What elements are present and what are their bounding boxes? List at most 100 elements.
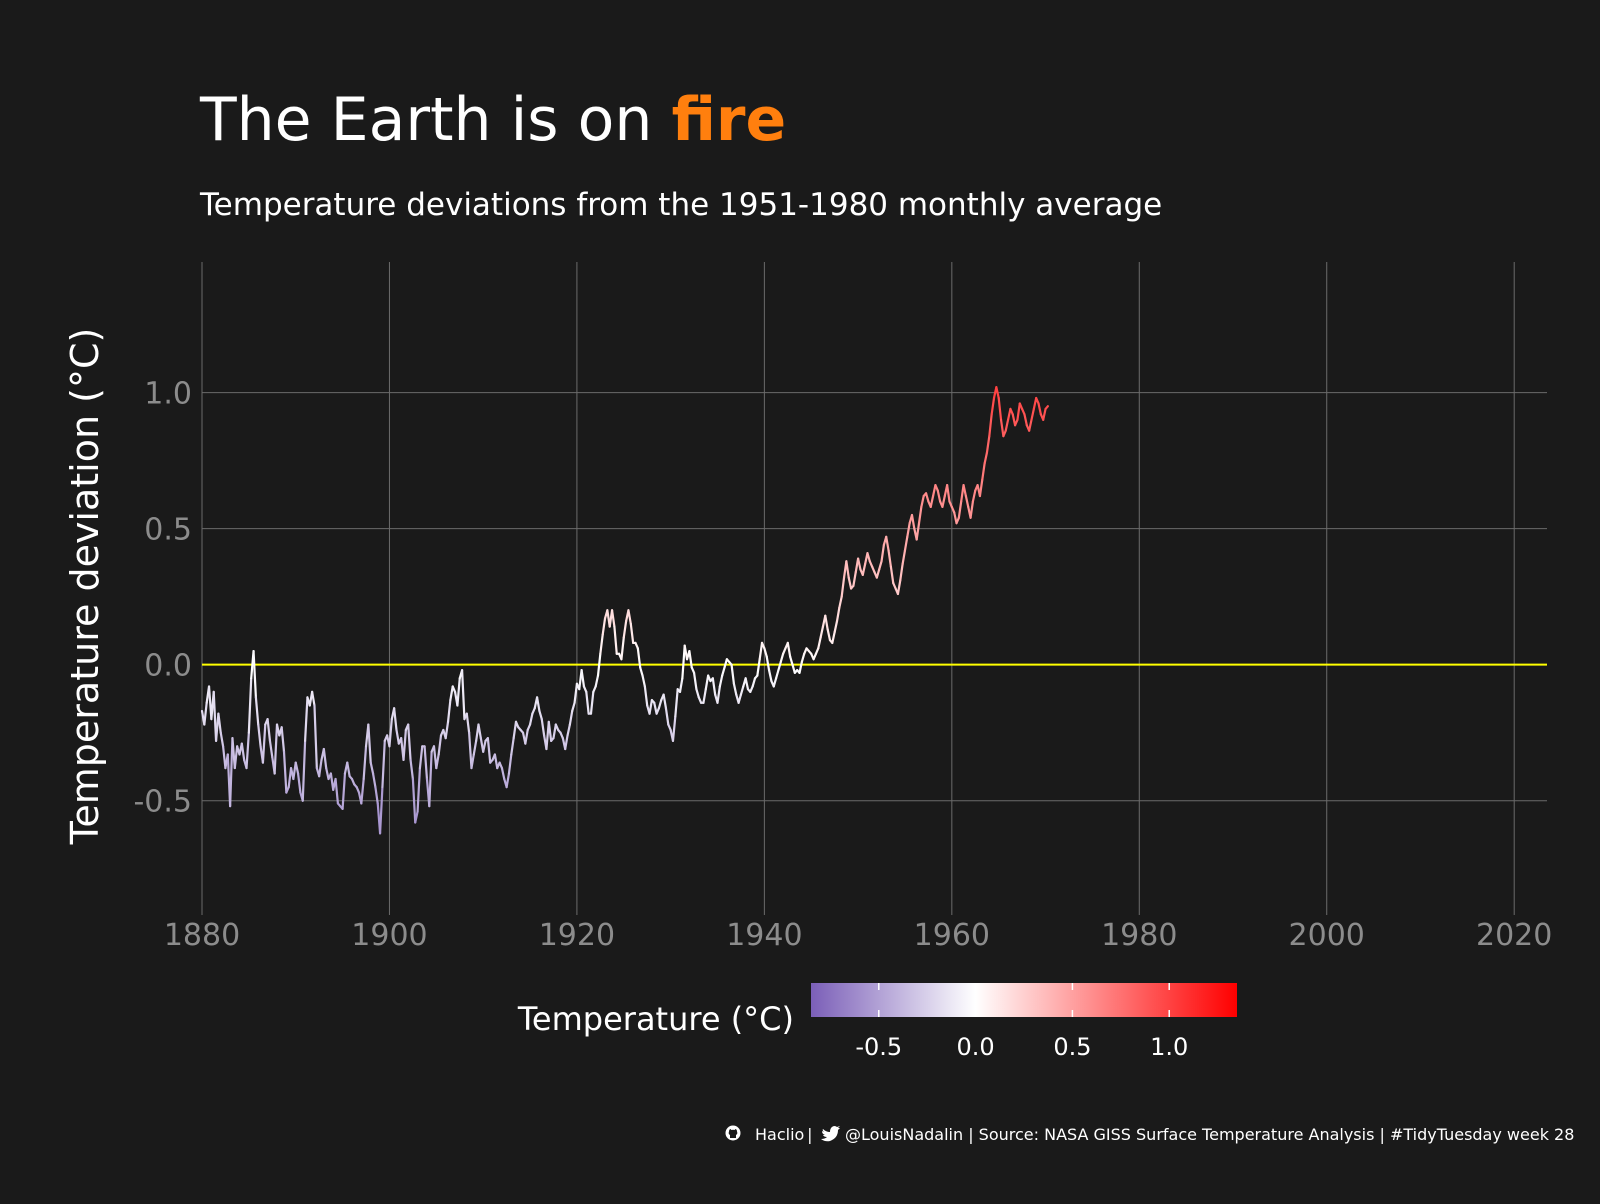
x-tick-labels: 1880 1900 1920 1940 1960 1980 2000 2020 bbox=[164, 918, 1553, 953]
series-segment bbox=[294, 761, 300, 775]
series-segment bbox=[826, 628, 832, 642]
series-segment bbox=[622, 620, 628, 639]
legend-ticks: -0.5 0.0 0.5 1.0 bbox=[855, 983, 1188, 1061]
series-segment bbox=[512, 720, 518, 740]
y-tick-label: 0.5 bbox=[144, 513, 192, 548]
series-segment bbox=[798, 660, 803, 674]
y-tick-labels: -0.5 0.0 0.5 1.0 bbox=[133, 377, 192, 820]
series-segment bbox=[505, 772, 511, 789]
series-segment bbox=[296, 772, 302, 794]
series-segment bbox=[301, 739, 307, 802]
series-segment bbox=[817, 636, 822, 650]
series-segment bbox=[538, 709, 543, 721]
series-segment bbox=[393, 707, 398, 732]
series-segment bbox=[341, 772, 347, 810]
series-segment bbox=[702, 688, 707, 704]
series-segment bbox=[374, 786, 379, 805]
series-segment bbox=[957, 500, 963, 519]
series-segment bbox=[311, 690, 316, 707]
series-segment bbox=[730, 663, 736, 685]
series-segment bbox=[1037, 402, 1042, 416]
series-segment bbox=[219, 731, 225, 748]
chart-title-accent: fire bbox=[671, 85, 786, 155]
series-segment bbox=[833, 620, 839, 634]
series-segment bbox=[779, 652, 785, 664]
legend-tick-label: -0.5 bbox=[855, 1033, 902, 1061]
series-segment bbox=[756, 658, 761, 677]
series-segment bbox=[599, 633, 604, 655]
series-segment bbox=[613, 625, 618, 655]
series-segment bbox=[564, 734, 569, 751]
series-segment bbox=[772, 677, 778, 688]
series-segment bbox=[946, 484, 951, 503]
chart-subtitle: Temperature deviations from the 1951-198… bbox=[199, 187, 1162, 223]
series-segment bbox=[334, 777, 340, 805]
series-segment bbox=[313, 704, 318, 770]
series-segment bbox=[885, 535, 890, 552]
y-axis-label: Temperature deviation (°C) bbox=[63, 328, 107, 846]
series-segment bbox=[381, 739, 386, 789]
chart-title-prefix: The Earth is on bbox=[199, 85, 671, 155]
chart-title: The Earth is on fire bbox=[199, 85, 786, 155]
series-segment bbox=[435, 753, 440, 770]
series-segment bbox=[917, 505, 923, 525]
series-segment bbox=[411, 777, 417, 824]
series-segment bbox=[247, 677, 253, 734]
series-segment bbox=[924, 492, 930, 503]
series-segment bbox=[964, 494, 970, 508]
series-segment bbox=[596, 652, 602, 677]
x-tick-label: 1900 bbox=[351, 918, 427, 953]
series-segment bbox=[203, 701, 208, 726]
y-tick-label: -0.5 bbox=[133, 785, 192, 820]
series-segment bbox=[875, 568, 881, 579]
series-segment bbox=[535, 696, 541, 713]
series-segment bbox=[273, 723, 279, 775]
series-segment bbox=[861, 562, 867, 577]
series-segment bbox=[580, 669, 586, 688]
legend-tick-label: 0.5 bbox=[1053, 1033, 1091, 1061]
series-segment bbox=[981, 462, 986, 481]
series-segment bbox=[589, 690, 595, 715]
series-segment bbox=[789, 655, 794, 666]
series-segment bbox=[852, 571, 857, 587]
series-segment bbox=[721, 666, 726, 677]
series-segment bbox=[217, 712, 222, 734]
series-segment bbox=[369, 761, 375, 775]
series-segment bbox=[257, 723, 262, 748]
series-segment bbox=[428, 750, 433, 808]
series-segment bbox=[878, 560, 883, 571]
series-segment bbox=[500, 766, 506, 781]
series-segment bbox=[678, 677, 684, 693]
series-segment bbox=[990, 396, 996, 416]
series-segment bbox=[367, 723, 372, 764]
series-segment bbox=[414, 810, 419, 824]
series-segment bbox=[465, 712, 471, 734]
series-segment bbox=[418, 745, 424, 770]
series-segment bbox=[847, 576, 853, 590]
series-segment bbox=[528, 712, 534, 726]
series-segment bbox=[831, 630, 836, 645]
series-segment bbox=[636, 647, 642, 669]
series-segment bbox=[240, 742, 246, 762]
series-segment bbox=[906, 522, 911, 538]
series-segment bbox=[641, 674, 646, 688]
series-segment bbox=[777, 660, 782, 672]
series-segment bbox=[507, 753, 513, 775]
series-segment bbox=[573, 682, 579, 704]
series-segment bbox=[318, 758, 323, 778]
series-segment bbox=[280, 726, 286, 753]
series-segment bbox=[896, 579, 902, 596]
series-segment bbox=[936, 489, 942, 503]
series-segment bbox=[378, 786, 384, 835]
series-segment bbox=[674, 688, 679, 718]
series-segment bbox=[252, 649, 257, 699]
series-segment bbox=[997, 396, 1003, 421]
legend-tick-label: 1.0 bbox=[1150, 1033, 1188, 1061]
series-segment bbox=[388, 717, 393, 748]
series-segment bbox=[903, 535, 909, 552]
x-tick-label: 1960 bbox=[914, 918, 990, 953]
color-legend: Temperature (°C) -0.5 0.0 0.5 1.0 bbox=[517, 983, 1237, 1061]
series-segment bbox=[704, 674, 710, 691]
x-tick-label: 1980 bbox=[1101, 918, 1177, 953]
